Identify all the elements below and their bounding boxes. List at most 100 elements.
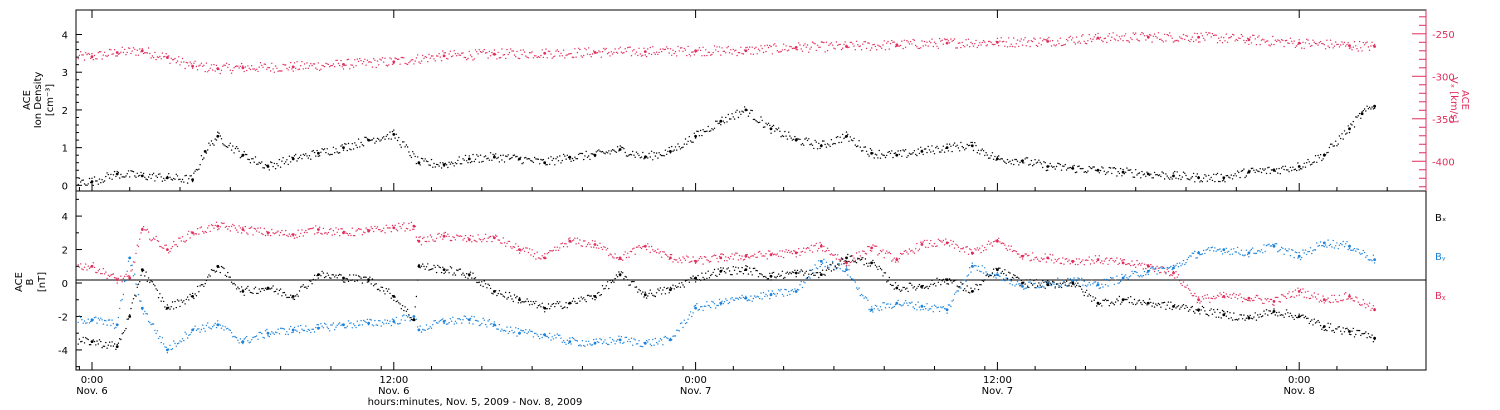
vx-point: [657, 53, 659, 56]
density-point: [752, 118, 755, 121]
density-point: [1258, 170, 1260, 173]
bz-point: [916, 242, 918, 245]
bz-point: [409, 229, 411, 231]
by-point: [359, 324, 361, 326]
density-point: [520, 156, 522, 158]
by-point: [618, 335, 620, 337]
by-point: [292, 331, 294, 333]
density-point: [87, 183, 89, 185]
density-point: [1024, 158, 1026, 160]
vx-point: [271, 62, 273, 64]
bx-point: [406, 308, 409, 311]
by-point: [302, 329, 304, 332]
vx-point: [1163, 33, 1166, 36]
density-point: [1326, 152, 1328, 154]
density-point: [917, 148, 919, 150]
density-point: [1221, 180, 1224, 182]
density-point: [1014, 158, 1016, 161]
bx-point: [623, 278, 625, 280]
density-point: [359, 146, 361, 148]
by-point: [196, 328, 199, 330]
by-point: [165, 346, 167, 348]
density-point: [761, 119, 763, 122]
by-point: [1060, 284, 1063, 286]
bz-point: [1121, 260, 1123, 262]
density-point: [1288, 171, 1290, 173]
density-point: [1045, 169, 1048, 172]
bx-point: [523, 301, 526, 303]
by-point: [515, 327, 517, 329]
by-point: [369, 318, 371, 321]
by-point: [673, 335, 675, 337]
by-point: [312, 328, 314, 330]
density-point: [312, 149, 314, 152]
density-point: [440, 167, 443, 169]
bz-point: [838, 258, 840, 261]
by-point-anchor: [744, 296, 748, 300]
vx-point: [757, 48, 760, 50]
density-point: [876, 154, 878, 156]
by-point: [282, 327, 284, 330]
density-point: [350, 149, 352, 151]
density-point-anchor: [1046, 165, 1050, 168]
vx-point: [385, 64, 387, 67]
density-point: [161, 180, 164, 182]
bz-point: [628, 256, 630, 258]
density-point: [360, 141, 362, 144]
density-point: [559, 155, 561, 157]
bz-point: [178, 237, 180, 239]
bz-point: [546, 253, 548, 255]
density-point: [1176, 171, 1178, 173]
bx-point: [160, 300, 162, 302]
bz-point: [990, 242, 992, 244]
bx-point: [550, 305, 552, 307]
bz-point: [408, 222, 410, 225]
density-point: [1223, 179, 1225, 181]
vx-point: [320, 68, 322, 71]
density-point: [967, 144, 970, 147]
by-point: [295, 329, 297, 331]
density-point: [630, 154, 633, 156]
density-point: [1260, 171, 1263, 174]
vx-point: [183, 61, 185, 63]
vx-point: [512, 50, 514, 52]
density-point: [1255, 169, 1258, 171]
by-point: [624, 336, 626, 339]
by-point-anchor: [467, 318, 471, 322]
by-point: [702, 309, 704, 312]
bz-point: [1257, 295, 1259, 297]
by-point: [1272, 243, 1274, 246]
vx-point: [313, 63, 316, 65]
vx-point: [659, 48, 662, 50]
by-point: [305, 325, 307, 327]
bx-point: [205, 279, 208, 282]
density-point-anchor: [1021, 159, 1024, 163]
vx-point: [117, 53, 120, 55]
by-point: [1240, 249, 1243, 251]
bz-point: [575, 243, 577, 245]
by-point-anchor: [367, 321, 370, 325]
bz-point: [1223, 291, 1225, 294]
density-point: [180, 181, 182, 183]
by-point: [606, 343, 609, 346]
density-point: [137, 175, 140, 177]
density-point: [932, 150, 934, 152]
density-point: [779, 130, 781, 132]
density-point: [586, 156, 589, 158]
by-point: [229, 329, 231, 331]
bx-point: [199, 285, 201, 287]
bz-point: [412, 228, 414, 230]
by-point: [686, 322, 688, 324]
vx-point: [1348, 47, 1351, 49]
by-point: [273, 333, 275, 335]
by-point: [1091, 279, 1093, 281]
bz-point: [229, 230, 231, 232]
by-point: [1116, 275, 1118, 277]
by-point: [1015, 283, 1017, 285]
bz-point: [95, 271, 97, 274]
density-point: [708, 130, 711, 132]
vx-point: [571, 56, 574, 58]
bx-point: [386, 290, 389, 292]
bz-point: [173, 240, 175, 243]
bz-point: [438, 232, 440, 235]
